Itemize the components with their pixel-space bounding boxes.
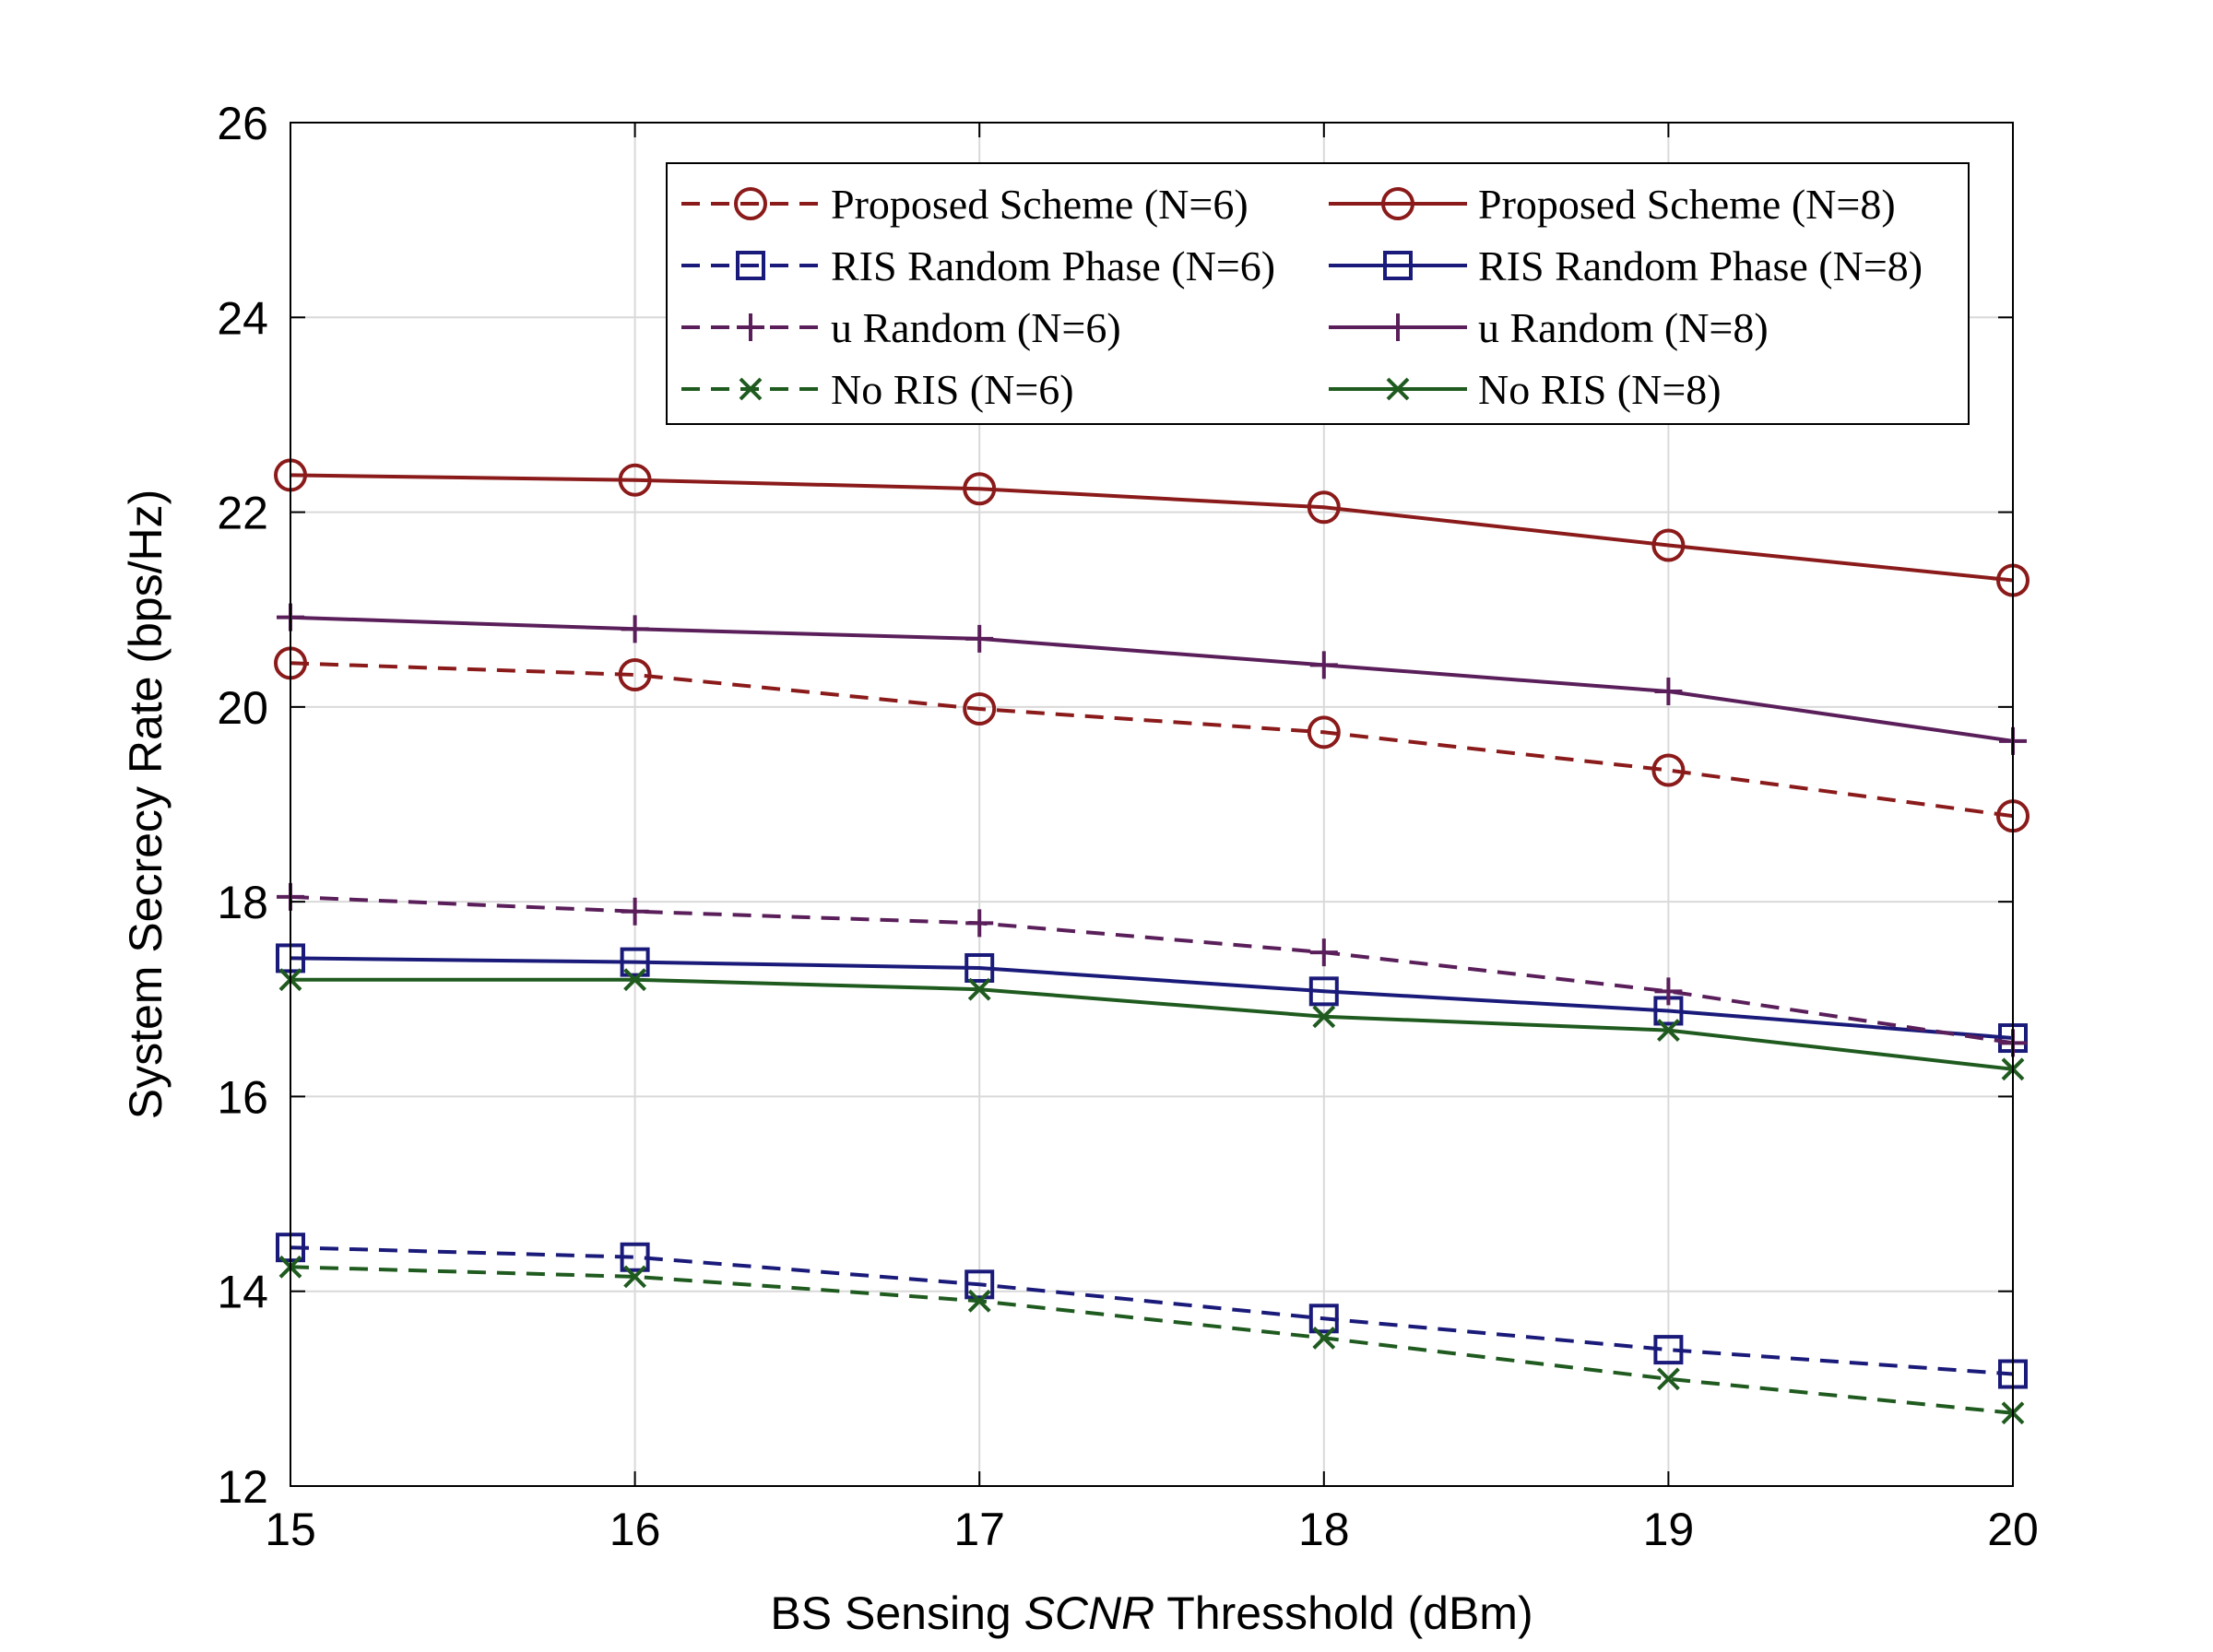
legend-entry: u Random (N=6) (681, 304, 1121, 351)
y-tick-label: 20 (217, 682, 268, 734)
series-line (290, 661, 2014, 819)
data-point (1656, 1367, 1680, 1391)
legend-marker (1381, 187, 1414, 220)
legend-label: u Random (N=8) (1478, 304, 1769, 351)
data-point (621, 897, 649, 926)
legend: Proposed Scheme (N=6) Proposed Scheme (N=… (666, 162, 1970, 425)
series-2 (274, 458, 2030, 597)
legend-label: No RIS (N=6) (831, 366, 1074, 413)
data-point (965, 624, 994, 653)
data-point (967, 977, 991, 1001)
data-point (1654, 677, 1683, 705)
data-point (1656, 1019, 1680, 1043)
y-tick-label: 16 (217, 1071, 268, 1123)
data-point (621, 615, 649, 643)
legend-label: RIS Random Phase (N=6) (831, 242, 1275, 289)
x-tick-label: 17 (953, 1504, 1005, 1555)
y-tick-label: 18 (217, 877, 268, 928)
data-point (963, 472, 997, 506)
series-line (290, 956, 2014, 1040)
data-point (1312, 1005, 1336, 1029)
y-tick-label: 12 (217, 1461, 268, 1513)
data-point (1308, 1304, 1339, 1334)
legend-entry: RIS Random Phase (N=6) (681, 242, 1275, 289)
legend-marker (1383, 251, 1413, 280)
series-3 (276, 1233, 2028, 1389)
data-point (963, 691, 997, 726)
data-point (964, 1269, 995, 1300)
legend-entry: RIS Random Phase (N=8) (1329, 242, 1923, 289)
x-tick-label: 16 (609, 1504, 661, 1555)
legend-marker (1384, 313, 1412, 341)
x-axis-label-part-2: SCNR (1024, 1587, 1155, 1639)
data-point (1312, 1327, 1336, 1350)
data-point (1308, 976, 1339, 1007)
y-tick-label: 26 (217, 98, 268, 149)
data-point (1309, 651, 1338, 679)
x-tick-label: 20 (1987, 1504, 2039, 1555)
data-point (1307, 490, 1341, 525)
x-tick-label: 18 (1298, 1504, 1350, 1555)
legend-entry: Proposed Scheme (N=8) (1329, 181, 1896, 228)
data-point (623, 1265, 647, 1289)
legend-box (666, 162, 1970, 425)
x-axis-label-part-3: Thresshold (dBm) (1154, 1587, 1533, 1639)
data-point (618, 657, 652, 691)
data-point (623, 968, 647, 992)
data-point (1653, 1335, 1684, 1365)
legend-marker (734, 187, 767, 220)
series-group (274, 458, 2030, 1425)
x-axis-label: BS Sensing SCNR Thresshold (dBm) (770, 1587, 1533, 1639)
plot-frame (290, 122, 2014, 1487)
x-tick-label: 19 (1643, 1504, 1695, 1555)
data-point (620, 947, 650, 977)
data-point (1651, 528, 1686, 562)
x-tick-label: 15 (265, 1504, 316, 1555)
legend-entry: Proposed Scheme (N=6) (681, 181, 1249, 228)
y-axis-label: System Secrecy Rate (bps/Hz) (120, 490, 172, 1120)
legend-entry: u Random (N=8) (1329, 304, 1769, 351)
legend-label: RIS Random Phase (N=8) (1478, 242, 1923, 289)
data-point (964, 952, 995, 983)
data-point (1307, 715, 1341, 749)
legend-label: u Random (N=6) (831, 304, 1121, 351)
ticks (290, 122, 2014, 1487)
data-point (965, 909, 994, 938)
data-point (1651, 753, 1686, 787)
legend-marker (739, 377, 763, 401)
x-axis-label-part-1: BS Sensing (770, 1587, 1024, 1639)
series-line (290, 1265, 2014, 1415)
legend-marker (737, 313, 764, 341)
series-line (290, 1245, 2014, 1376)
legend-label: Proposed Scheme (N=6) (831, 181, 1249, 228)
legend-label: No RIS (N=8) (1478, 366, 1722, 413)
y-tick-label: 14 (217, 1267, 268, 1318)
data-point (1309, 938, 1338, 967)
legend-marker (736, 251, 765, 280)
tick-labels: 15 16 17 18 19 20 12 14 16 18 20 22 24 26 (217, 98, 2038, 1555)
data-point (967, 1289, 991, 1313)
legend-label: Proposed Scheme (N=8) (1478, 181, 1896, 228)
data-point (618, 463, 652, 497)
legend-marker (1386, 377, 1410, 401)
y-tick-label: 22 (217, 488, 268, 539)
legend-entry: No RIS (N=6) (681, 366, 1074, 413)
series-line (290, 894, 2014, 1045)
data-point (1654, 977, 1683, 1006)
legend-entry: No RIS (N=8) (1329, 366, 1722, 413)
series-line (290, 977, 2014, 1071)
series-line (290, 615, 2014, 743)
series-line (290, 473, 2014, 583)
data-point (620, 1242, 650, 1272)
y-tick-label: 24 (217, 292, 268, 344)
